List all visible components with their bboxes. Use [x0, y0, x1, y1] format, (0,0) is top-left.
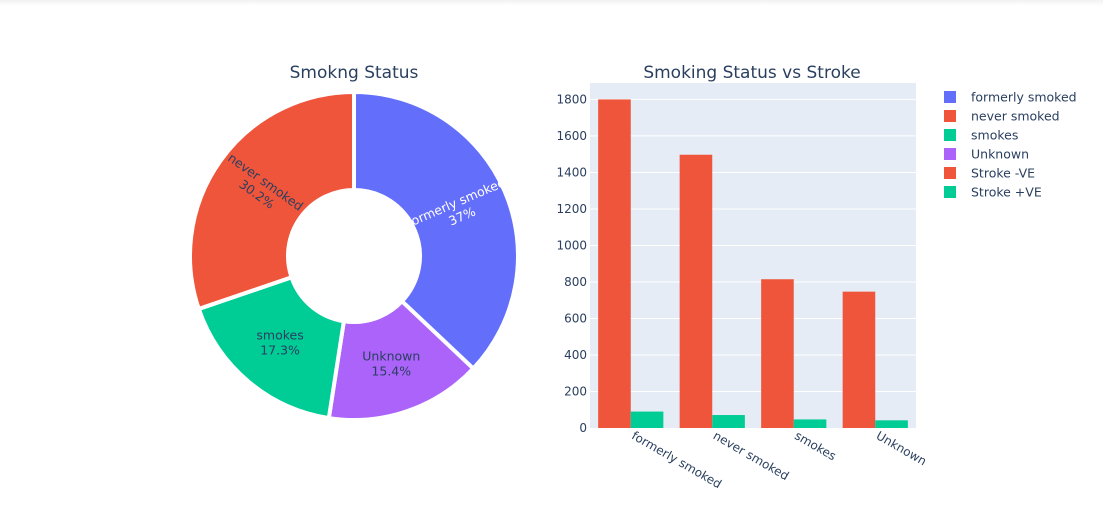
legend-swatch — [944, 91, 956, 103]
legend-item[interactable]: formerly smoked — [944, 90, 1077, 105]
legend-label: Unknown — [971, 147, 1029, 162]
bar-stroke-ve-formerly-smoked[interactable] — [598, 99, 631, 428]
legend-label: never smoked — [971, 109, 1060, 124]
y-tick-label: 1200 — [556, 202, 587, 216]
legend-swatch — [944, 167, 956, 179]
legend-swatch — [944, 148, 956, 160]
x-tick-label: smokes — [792, 428, 838, 463]
top-shadow-bar — [0, 0, 1103, 6]
pie-chart: Smokng Status formerly smoked37%Unknown 1… — [188, 63, 520, 422]
legend-label: smokes — [971, 128, 1018, 143]
bar-stroke-ve-unknown[interactable] — [875, 420, 908, 428]
y-tick-label: 600 — [564, 311, 587, 325]
bar-stroke-ve-unknown[interactable] — [842, 291, 876, 428]
legend-item[interactable]: smokes — [944, 128, 1018, 143]
y-tick-label: 400 — [564, 348, 587, 362]
legend-item[interactable]: Unknown — [944, 147, 1029, 162]
y-tick-label: 800 — [564, 275, 587, 289]
pie-chart-title: Smokng Status — [290, 63, 419, 83]
bar-series — [598, 99, 908, 428]
pie-slice-unknown[interactable] — [326, 298, 477, 422]
legend-item[interactable]: never smoked — [944, 109, 1060, 124]
bar-chart: Smoking Status vs Stroke 0 200 400 600 800 10… — [556, 63, 929, 491]
y-tick-label: 1600 — [556, 129, 587, 143]
y-tick-label: 1800 — [556, 92, 587, 106]
legend-item[interactable]: Stroke -VE — [944, 166, 1035, 181]
x-tick-label: formerly smoked — [629, 428, 724, 491]
bar-stroke-ve-never-smoked[interactable] — [712, 415, 745, 428]
legend-swatch — [944, 129, 956, 141]
bar-stroke-ve-smokes[interactable] — [761, 279, 794, 428]
legend-label: Stroke +VE — [971, 185, 1042, 200]
pie-slice-label: Unknown 15.4% — [362, 348, 420, 378]
y-axis-ticks: 0 200 400 600 800 1000 1200 1400 1600 1800 — [556, 92, 587, 435]
bar-gridlines — [590, 98, 916, 392]
bar-stroke-ve-never-smoked[interactable] — [679, 154, 713, 428]
legend-label: formerly smoked — [971, 90, 1077, 105]
legend-swatch — [944, 186, 956, 198]
legend-item[interactable]: Stroke +VE — [944, 185, 1042, 200]
y-tick-label: 1400 — [556, 165, 587, 179]
bar-stroke-ve-smokes[interactable] — [793, 419, 827, 428]
bar-stroke-ve-formerly-smoked[interactable] — [630, 411, 664, 428]
pie-slice-never-smoked[interactable] — [188, 89, 356, 312]
y-tick-label: 0 — [579, 421, 587, 435]
y-tick-label: 1000 — [556, 238, 587, 252]
x-tick-label: never smoked — [711, 428, 792, 483]
legend-label: Stroke -VE — [971, 166, 1035, 181]
legend-swatch — [944, 110, 956, 122]
legend: formerly smoked never smoked smokes Unknown… — [944, 90, 1077, 200]
pie-slice-label: smokes 17.3% — [256, 328, 303, 358]
bar-chart-title: Smoking Status vs Stroke — [643, 63, 860, 83]
pie-slices — [188, 89, 520, 422]
x-tick-label: Unknown — [874, 428, 929, 468]
pie-slice-smokes[interactable] — [196, 274, 347, 421]
y-tick-label: 200 — [564, 384, 587, 398]
pie-slice-formerly-smoked[interactable] — [352, 89, 520, 372]
